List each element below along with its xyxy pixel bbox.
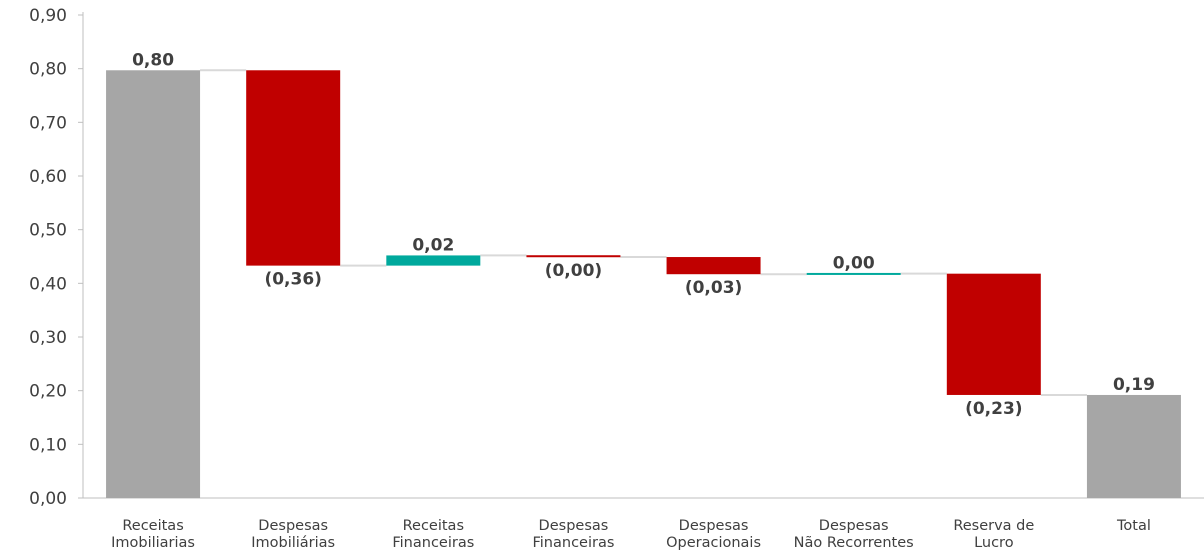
category-label-line: Despesas	[539, 518, 609, 534]
y-tick-label: 0,10	[29, 435, 67, 455]
waterfall-bar	[106, 70, 201, 498]
y-tick-label: 0,40	[29, 274, 67, 294]
category-label-line: Despesas	[258, 518, 328, 534]
waterfall-bar	[526, 255, 621, 258]
y-tick-label: 0,90	[29, 6, 67, 26]
y-tick-label: 0,30	[29, 328, 67, 348]
data-label: 0,19	[1113, 375, 1155, 395]
category-label: Reserva de Lucro	[953, 518, 1034, 551]
waterfall-bar	[946, 273, 1041, 395]
category-label-line: Imobiliarias	[111, 535, 195, 551]
waterfall-bar	[386, 255, 481, 266]
category-label-line: Imobiliárias	[251, 535, 335, 551]
category-label: Receitas Financeiras	[392, 518, 474, 551]
data-label: 0,80	[132, 50, 174, 70]
data-label: (0,36)	[264, 270, 321, 290]
category-label-line: Financeiras	[392, 535, 474, 551]
y-tick-label: 0,70	[29, 113, 67, 133]
category-label: Despesas Não Recorrentes	[794, 518, 914, 551]
category-label-line: Reserva de	[953, 518, 1034, 534]
category-label-line: Operacionais	[666, 535, 761, 551]
category-label-line: Despesas	[679, 518, 749, 534]
y-tick-label: 0,80	[29, 60, 67, 80]
category-label-line: Lucro	[974, 535, 1014, 551]
category-label-line: Receitas	[403, 518, 464, 534]
waterfall-bar	[666, 257, 761, 275]
chart-bars	[106, 70, 1181, 498]
category-label-line: Total	[1116, 518, 1151, 534]
data-label: (0,03)	[685, 278, 742, 298]
category-label-line: Financeiras	[532, 535, 614, 551]
connector-lines	[200, 69, 1087, 396]
category-label-line: Despesas	[819, 518, 889, 534]
y-tick-label: 0,60	[29, 167, 67, 187]
y-tick-label: 0,50	[29, 221, 67, 241]
waterfall-bar	[246, 70, 341, 266]
data-label: (0,23)	[965, 399, 1022, 419]
data-label: 0,00	[833, 254, 875, 274]
waterfall-bar	[1086, 394, 1181, 498]
category-label-line: Receitas	[122, 518, 183, 534]
category-label: Despesas Financeiras	[532, 518, 614, 551]
data-label: 0,02	[412, 235, 454, 255]
category-label: Despesas Imobiliárias	[251, 518, 335, 551]
waterfall-bar	[806, 272, 901, 275]
category-label: Despesas Operacionais	[666, 518, 761, 551]
category-label-line: Não Recorrentes	[794, 535, 914, 551]
y-tick-label: 0,00	[29, 489, 67, 509]
data-labels: 0,80 (0,36) 0,02 (0,00) (0,03) 0,00 (0,23) 0,19	[132, 50, 1155, 419]
y-tick-label: 0,20	[29, 382, 67, 402]
category-label: Receitas Imobiliarias	[111, 518, 195, 551]
chart-axes: 0,00 0,10 0,20 0,30 0,40 0,50 0,60 0,70 0,80 0,90	[29, 6, 1204, 509]
data-label: (0,00)	[545, 261, 602, 281]
category-label: Total	[1116, 518, 1151, 534]
